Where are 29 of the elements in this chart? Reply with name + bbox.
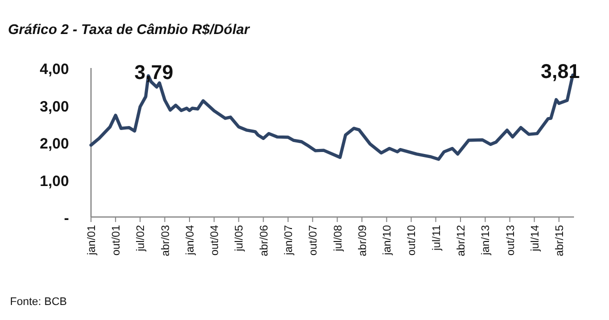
x-tick-label: jan/01 <box>86 225 98 256</box>
x-tick-label: abr/15 <box>554 225 566 256</box>
x-tick-label: abr/12 <box>455 225 468 256</box>
x-tick-label: abr/03 <box>160 225 172 256</box>
x-tick-label: abr/06 <box>258 225 270 256</box>
x-tick-label: out/04 <box>209 225 222 256</box>
y-tick-label: - <box>64 210 69 227</box>
x-tick-label: jul/14 <box>529 225 542 252</box>
chart-title: Gráfico 2 - Taxa de Câmbio R$/Dólar <box>8 21 251 37</box>
x-tick-label: out/01 <box>110 225 123 256</box>
x-tick-label: jul/08 <box>332 225 344 252</box>
y-tick-label: 1,00 <box>40 172 69 190</box>
x-tick-label: jan/10 <box>382 225 394 256</box>
x-tick-label: jul/11 <box>430 225 443 252</box>
x-tick-label: jul/02 <box>135 225 148 252</box>
x-tick-label: jan/04 <box>184 225 196 256</box>
x-tick-label: jan/13 <box>480 225 492 256</box>
annotation: 3,81 <box>540 61 580 84</box>
source-note: Fonte: BCB <box>10 296 67 308</box>
annotation: 3,79 <box>134 62 174 84</box>
x-tick-label: out/13 <box>504 225 517 256</box>
y-tick-label: 4,00 <box>40 61 69 78</box>
y-tick-label: 2,00 <box>40 136 69 152</box>
x-tick-label: jan/07 <box>283 225 296 256</box>
x-tick-label: jul/05 <box>234 225 246 252</box>
y-tick-label: 3,00 <box>40 98 69 116</box>
x-tick-label: out/07 <box>308 225 320 256</box>
x-tick-label: abr/09 <box>356 225 369 256</box>
x-tick-label: out/10 <box>406 225 418 256</box>
